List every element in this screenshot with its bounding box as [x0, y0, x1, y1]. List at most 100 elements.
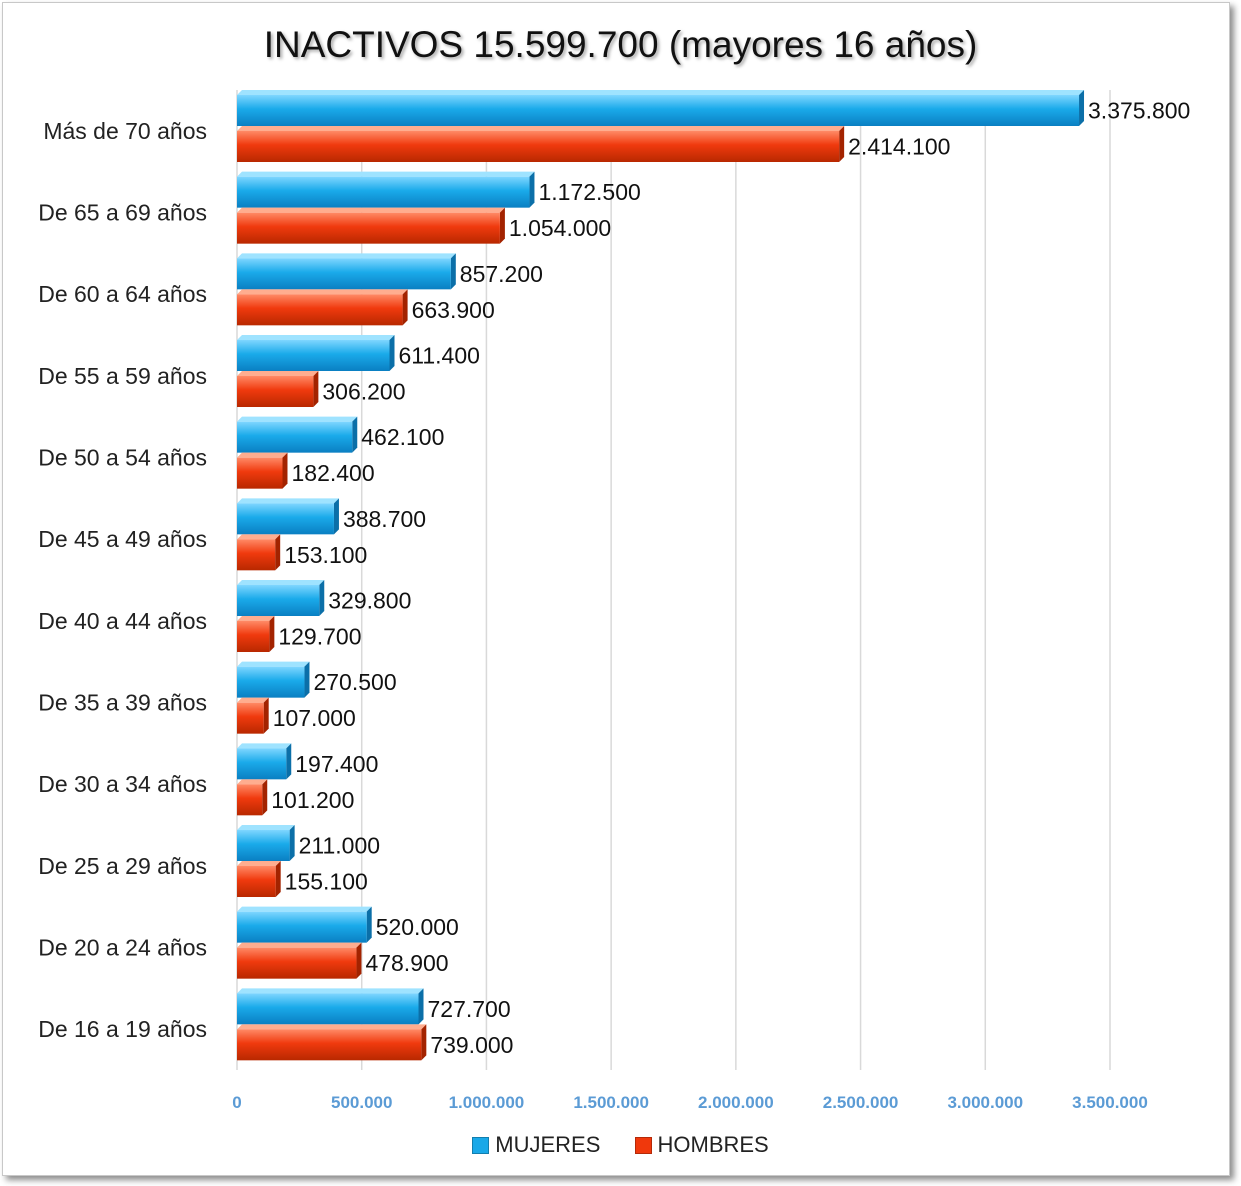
legend: MUJERES HOMBRES	[0, 1132, 1241, 1160]
bar-top-face	[237, 988, 424, 994]
value-label-mujeres: 520.000	[376, 914, 459, 940]
value-label-hombres: 182.400	[291, 460, 374, 486]
bar-side-face	[352, 416, 358, 453]
bar-side-face	[356, 942, 362, 979]
bar-mujeres	[237, 661, 310, 698]
value-label-hombres: 1.054.000	[509, 215, 611, 241]
value-label-hombres: 2.414.100	[848, 134, 950, 160]
x-tick-label: 0	[232, 1093, 241, 1112]
bar-side-face	[333, 498, 339, 535]
x-tick-label: 2.500.000	[823, 1093, 899, 1112]
bar-top-face	[237, 697, 269, 703]
bar-mujeres	[237, 906, 372, 943]
bar-mujeres	[237, 825, 295, 861]
bar-top-face	[237, 906, 372, 912]
bar-side-face	[529, 171, 535, 208]
x-tick-label: 3.500.000	[1072, 1093, 1148, 1112]
legend-label-mujeres: MUJERES	[495, 1132, 601, 1157]
bar-front-face	[237, 666, 305, 698]
value-label-hombres: 107.000	[273, 705, 356, 731]
bar-front-face	[237, 702, 264, 734]
x-tick-label: 3.000.000	[947, 1093, 1023, 1112]
bar-front-face	[237, 294, 403, 326]
value-label-mujeres: 211.000	[299, 833, 380, 859]
category-label: De 35 a 39 años	[38, 690, 207, 716]
bar-side-face	[450, 253, 456, 290]
bar-hombres	[237, 452, 288, 489]
bar-side-face	[389, 335, 395, 371]
category-label: Más de 70 años	[43, 118, 207, 144]
bar-side-face	[275, 534, 281, 571]
bar-mujeres	[237, 416, 358, 453]
category-label: De 20 a 24 años	[38, 935, 207, 961]
value-label-hombres: 739.000	[430, 1032, 513, 1058]
bar-side-face	[418, 988, 424, 1025]
value-label-mujeres: 197.400	[295, 751, 378, 777]
bar-top-face	[237, 942, 362, 948]
bar-hombres	[237, 126, 845, 162]
category-label: De 60 a 64 años	[38, 281, 207, 307]
bar-hombres	[237, 779, 268, 816]
value-label-mujeres: 329.800	[328, 588, 411, 614]
bar-front-face	[237, 621, 270, 652]
bar-front-face	[237, 866, 276, 897]
bar-front-face	[237, 131, 840, 162]
value-label-hombres: 306.200	[322, 379, 405, 405]
x-tick-label: 1.500.000	[573, 1093, 649, 1112]
category-label: De 30 a 34 años	[38, 771, 207, 797]
bar-front-face	[237, 457, 283, 489]
bar-front-face	[237, 539, 276, 571]
value-label-hombres: 153.100	[284, 542, 367, 568]
bar-front-face	[237, 258, 451, 290]
bar-top-face	[237, 335, 395, 340]
bar-front-face	[237, 993, 419, 1025]
bar-mujeres	[237, 743, 292, 780]
bar-top-face	[237, 580, 325, 585]
bar-hombres	[237, 861, 281, 897]
bar-mujeres	[237, 90, 1085, 126]
value-label-hombres: 129.700	[278, 624, 361, 650]
value-label-mujeres: 270.500	[313, 669, 396, 695]
legend-item-mujeres: MUJERES	[472, 1132, 600, 1158]
bar-top-face	[237, 743, 292, 749]
bar-front-face	[237, 947, 357, 979]
value-label-hombres: 663.900	[412, 297, 495, 323]
value-label-hombres: 155.100	[285, 869, 368, 895]
x-tick-label: 500.000	[331, 1093, 392, 1112]
bar-side-face	[269, 616, 275, 652]
bar-top-face	[237, 1024, 427, 1030]
value-label-hombres: 101.200	[271, 787, 354, 813]
bar-top-face	[237, 90, 1085, 95]
bar-top-face	[237, 498, 339, 504]
bar-side-face	[402, 289, 408, 326]
value-label-mujeres: 611.400	[399, 343, 480, 369]
legend-item-hombres: HOMBRES	[634, 1132, 769, 1158]
value-label-mujeres: 1.172.500	[538, 179, 640, 205]
bar-front-face	[237, 176, 530, 208]
bar-front-face	[237, 340, 390, 371]
bar-top-face	[237, 289, 408, 295]
category-label: De 50 a 54 años	[38, 445, 207, 471]
legend-swatch-mujeres	[472, 1136, 490, 1154]
bar-side-face	[275, 861, 281, 897]
chart-frame	[2, 2, 1230, 1176]
bar-top-face	[237, 207, 505, 213]
bar-side-face	[319, 580, 325, 616]
bar-top-face	[237, 861, 281, 866]
bar-top-face	[237, 371, 319, 376]
bar-top-face	[237, 416, 358, 422]
value-label-mujeres: 3.375.800	[1088, 98, 1190, 124]
bar-front-face	[237, 95, 1080, 126]
bar-front-face	[237, 748, 287, 780]
legend-swatch-hombres	[634, 1136, 652, 1154]
bar-side-face	[289, 825, 295, 861]
category-label: De 55 a 59 años	[38, 363, 207, 389]
chart-title: INACTIVOS 15.599.700 (mayores 16 años)	[263, 24, 978, 65]
bar-side-face	[839, 126, 845, 162]
bar-side-face	[421, 1024, 427, 1061]
bar-hombres	[237, 534, 281, 571]
bar-mujeres	[237, 498, 339, 535]
bar-front-face	[237, 784, 263, 816]
bar-top-face	[237, 253, 456, 259]
bar-hombres	[237, 616, 275, 652]
